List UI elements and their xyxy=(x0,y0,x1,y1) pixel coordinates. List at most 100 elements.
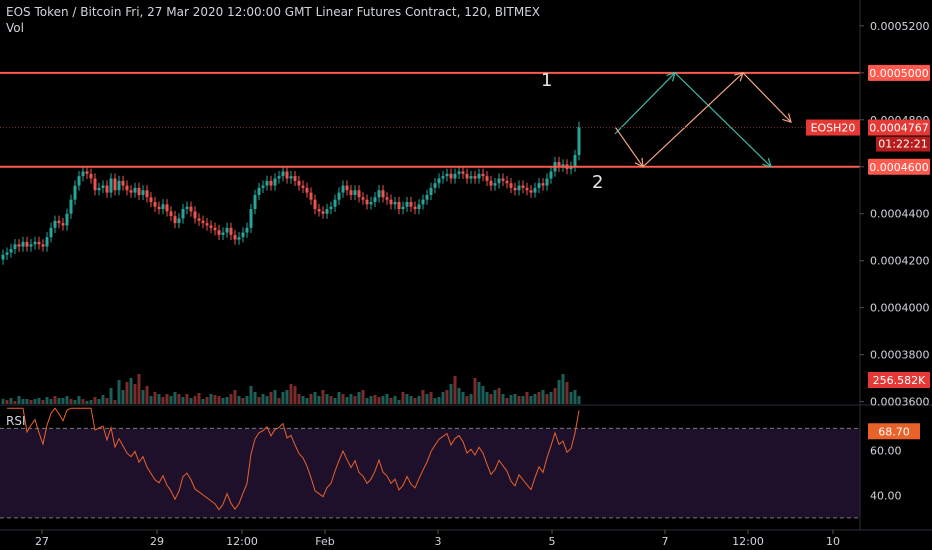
candle xyxy=(69,194,73,219)
candle-body xyxy=(425,194,429,200)
volume-bar xyxy=(437,397,441,404)
volume-bar xyxy=(209,394,213,404)
y-tick-label: 0.0005200 xyxy=(870,20,930,33)
candle xyxy=(221,227,225,241)
chart-title: EOS Token / Bitcoin Fri, 27 Mar 2020 12:… xyxy=(6,5,540,19)
candle-body xyxy=(249,209,253,228)
candle xyxy=(129,185,133,198)
candle-body xyxy=(9,248,13,253)
candle-body xyxy=(73,185,77,200)
candle xyxy=(385,192,389,205)
volume-bar xyxy=(233,390,237,404)
candle xyxy=(13,239,17,255)
candle xyxy=(449,168,453,184)
projection-path xyxy=(614,71,792,168)
candle xyxy=(357,185,361,203)
candle-body xyxy=(573,155,577,167)
candle xyxy=(549,166,553,184)
candle-body xyxy=(161,204,165,210)
volume-bar xyxy=(1,399,5,404)
candle-body xyxy=(21,241,25,247)
candle-body xyxy=(317,209,321,212)
projection-lines[interactable] xyxy=(614,71,792,168)
volume-bar xyxy=(281,392,285,404)
candle-body xyxy=(245,227,249,233)
candle-body xyxy=(201,220,205,224)
volume-bar xyxy=(505,398,509,404)
candle xyxy=(493,178,497,191)
candle-body xyxy=(325,209,329,214)
symbol-badge-text: EOSH20 xyxy=(811,122,856,135)
candle xyxy=(445,168,449,182)
candle xyxy=(413,201,417,215)
last-price-badge xyxy=(868,119,930,136)
candle-body xyxy=(49,227,53,238)
candle-body xyxy=(157,206,161,210)
candle xyxy=(273,173,277,191)
volume-bar xyxy=(485,392,489,404)
projection-arrowhead xyxy=(762,157,772,168)
volume-bar xyxy=(333,398,337,404)
volume-bar xyxy=(433,398,437,404)
candle-body xyxy=(445,173,449,177)
candle-body xyxy=(401,206,405,210)
candle-body xyxy=(365,199,369,205)
candle xyxy=(469,170,473,184)
annotation-one: 1 xyxy=(541,70,553,91)
candle xyxy=(49,222,53,243)
candle-body xyxy=(557,162,561,167)
candle xyxy=(81,166,85,182)
volume-bar xyxy=(157,394,161,404)
candle xyxy=(241,227,245,243)
candle xyxy=(217,225,221,241)
candle xyxy=(397,196,401,215)
candle-body xyxy=(17,244,21,247)
candle xyxy=(5,247,9,261)
candle-body xyxy=(349,190,353,195)
candle xyxy=(65,208,69,231)
candle xyxy=(9,243,13,258)
volume-bar xyxy=(213,395,217,404)
candle-body xyxy=(37,241,41,245)
volume-bar xyxy=(345,397,349,404)
x-tick-label: 3 xyxy=(435,535,442,548)
candle xyxy=(281,166,285,182)
candle xyxy=(545,173,549,191)
rsi-band xyxy=(0,428,860,518)
horizontal-levels[interactable] xyxy=(0,71,860,168)
candle-body xyxy=(89,173,93,179)
candle-body xyxy=(341,185,345,193)
candle xyxy=(297,175,301,191)
candle-body xyxy=(421,199,425,205)
candle xyxy=(161,199,165,215)
candle xyxy=(189,201,193,217)
rsi-tick-label: 40.00 xyxy=(870,489,902,502)
candle-body xyxy=(221,232,225,235)
volume-bar xyxy=(561,374,565,404)
volume-bar xyxy=(269,392,273,404)
volume-bar xyxy=(405,394,409,404)
candle-body xyxy=(265,180,269,186)
volume-bar xyxy=(461,392,465,404)
last-price-text: 0.0004767 xyxy=(869,122,929,135)
volume-bar xyxy=(245,396,249,404)
candle xyxy=(305,182,309,198)
candle-body xyxy=(261,185,265,188)
candle xyxy=(77,170,81,191)
candle xyxy=(541,178,545,191)
candle xyxy=(389,194,393,210)
candle xyxy=(309,187,313,205)
x-tick-label: 7 xyxy=(662,535,669,548)
volume-bar xyxy=(273,390,277,404)
candle xyxy=(29,239,33,252)
candle-body xyxy=(241,232,245,238)
candle xyxy=(557,156,561,172)
volume-bar xyxy=(533,394,537,404)
volume-bar xyxy=(313,392,317,404)
candle-body xyxy=(377,190,381,198)
volume-bar xyxy=(309,394,313,404)
candle xyxy=(61,217,65,231)
volume-bar xyxy=(53,396,57,404)
candle xyxy=(521,180,525,194)
